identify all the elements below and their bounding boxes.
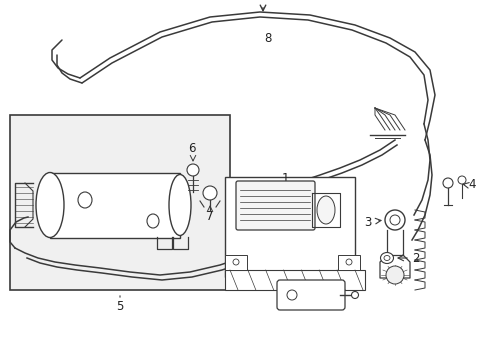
Ellipse shape <box>203 186 217 200</box>
Text: 1: 1 <box>281 172 289 185</box>
Ellipse shape <box>233 259 239 265</box>
Text: 4: 4 <box>468 179 475 192</box>
FancyBboxPatch shape <box>277 280 345 310</box>
Ellipse shape <box>381 252 393 264</box>
Bar <box>50 173 180 238</box>
Text: 7: 7 <box>206 210 214 223</box>
Ellipse shape <box>443 178 453 188</box>
Ellipse shape <box>287 290 297 300</box>
Bar <box>225 270 365 290</box>
Ellipse shape <box>386 266 404 284</box>
Ellipse shape <box>384 256 390 261</box>
Text: 3: 3 <box>365 216 372 229</box>
Ellipse shape <box>169 175 191 235</box>
Ellipse shape <box>385 210 405 230</box>
Ellipse shape <box>147 214 159 228</box>
Ellipse shape <box>458 176 466 184</box>
Ellipse shape <box>36 172 64 238</box>
Ellipse shape <box>351 292 359 298</box>
Ellipse shape <box>78 192 92 208</box>
Ellipse shape <box>346 259 352 265</box>
Ellipse shape <box>317 196 335 224</box>
Text: 5: 5 <box>116 300 123 313</box>
Ellipse shape <box>390 215 400 225</box>
Text: 6: 6 <box>188 142 196 155</box>
Bar <box>225 255 247 270</box>
Text: 8: 8 <box>264 32 271 45</box>
FancyBboxPatch shape <box>236 181 315 230</box>
Text: 2: 2 <box>412 252 419 265</box>
Bar <box>225 177 355 277</box>
Bar <box>338 255 360 270</box>
Ellipse shape <box>187 164 199 176</box>
Bar <box>10 115 230 290</box>
